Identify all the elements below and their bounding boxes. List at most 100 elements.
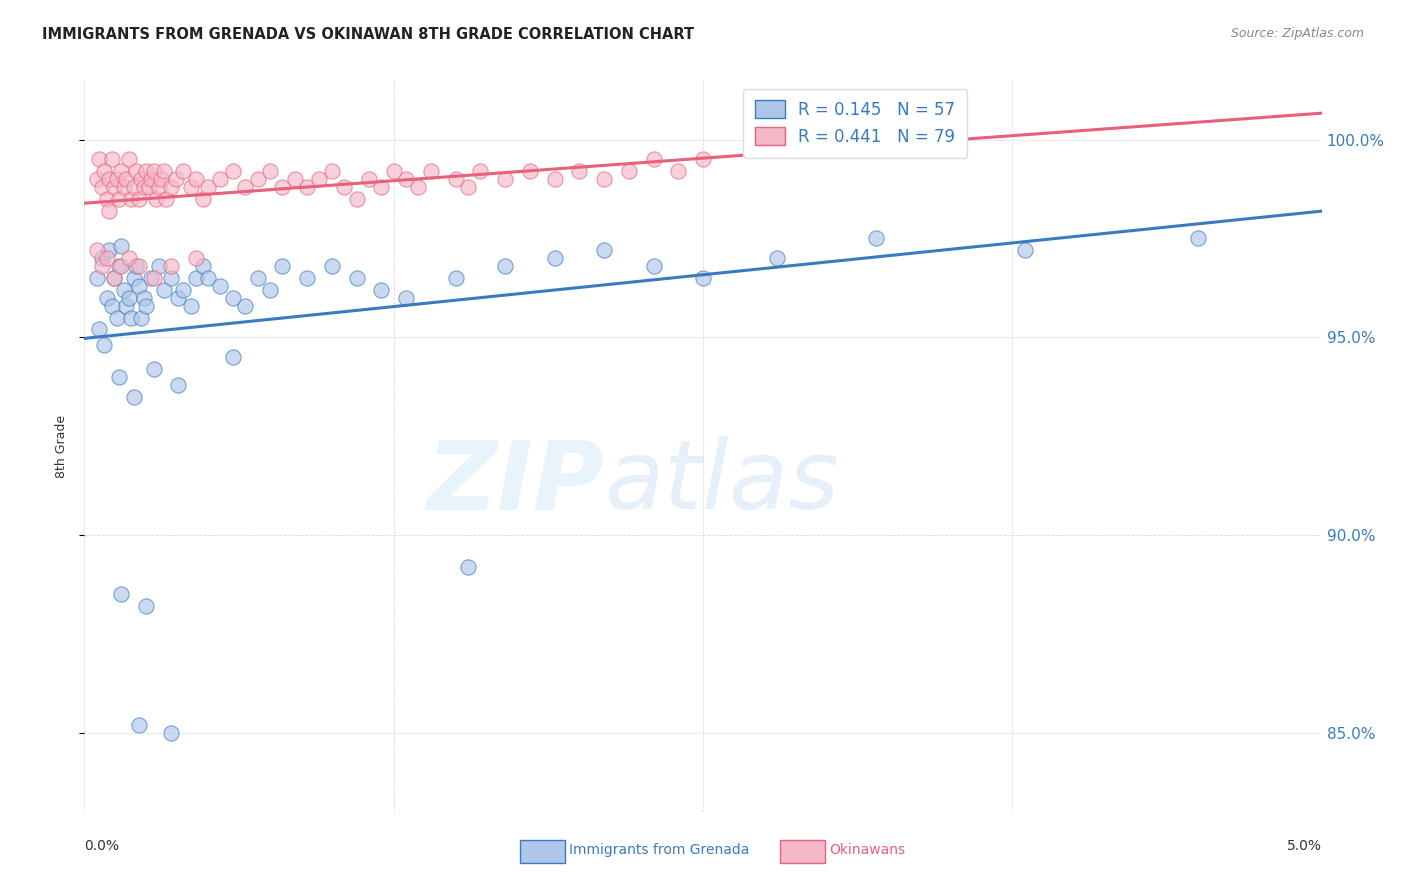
Point <box>105 310 128 325</box>
Point <box>122 271 145 285</box>
Point <box>105 172 128 186</box>
Point <box>160 259 183 273</box>
Point <box>271 259 294 273</box>
Point <box>209 278 232 293</box>
Point <box>167 377 190 392</box>
Point <box>148 180 170 194</box>
Point <box>543 172 565 186</box>
Point <box>457 180 479 194</box>
Point <box>108 259 131 273</box>
Point <box>145 192 167 206</box>
Point <box>308 172 330 186</box>
Point <box>444 271 467 285</box>
Point <box>321 259 343 273</box>
Point <box>135 299 157 313</box>
Point <box>152 283 174 297</box>
Point <box>191 192 214 206</box>
Point <box>321 164 343 178</box>
Point <box>233 180 256 194</box>
Y-axis label: 8th Grade: 8th Grade <box>55 415 67 477</box>
Point <box>184 251 207 265</box>
Point <box>96 291 118 305</box>
Point <box>120 192 142 206</box>
Point <box>132 291 155 305</box>
Point <box>222 164 245 178</box>
Point <box>494 259 516 273</box>
Point <box>90 180 112 194</box>
Point <box>346 271 368 285</box>
Point <box>246 172 269 186</box>
Point <box>543 251 565 265</box>
Text: 0.0%: 0.0% <box>84 839 120 854</box>
Point <box>89 153 111 167</box>
Point <box>155 192 177 206</box>
Point <box>150 172 173 186</box>
Point <box>142 164 165 178</box>
Point <box>295 180 318 194</box>
Point <box>103 180 125 194</box>
Point <box>129 310 152 325</box>
Point <box>90 251 112 265</box>
Point <box>692 153 714 167</box>
Point <box>108 192 131 206</box>
Text: atlas: atlas <box>605 436 839 529</box>
Point <box>395 172 418 186</box>
Point <box>122 390 145 404</box>
Point <box>148 259 170 273</box>
Point <box>141 172 163 186</box>
Text: Source: ZipAtlas.com: Source: ZipAtlas.com <box>1230 27 1364 40</box>
Point <box>382 164 405 178</box>
Point <box>110 164 132 178</box>
Point <box>333 180 356 194</box>
Point <box>246 271 269 285</box>
Point <box>142 271 165 285</box>
Point <box>103 271 125 285</box>
Point <box>370 283 392 297</box>
Point <box>110 239 132 253</box>
Point <box>165 172 187 186</box>
Point <box>103 271 125 285</box>
Point <box>86 172 108 186</box>
Point <box>132 180 155 194</box>
Point <box>128 259 150 273</box>
Point <box>100 299 122 313</box>
Point <box>457 559 479 574</box>
Point <box>141 271 163 285</box>
Point <box>357 172 380 186</box>
Point <box>643 153 665 167</box>
Point <box>122 180 145 194</box>
Point <box>346 192 368 206</box>
Point <box>1187 231 1209 245</box>
Point <box>419 164 441 178</box>
Point <box>259 283 281 297</box>
Point <box>142 362 165 376</box>
Text: Okinawans: Okinawans <box>830 843 905 857</box>
Point <box>209 172 232 186</box>
Point <box>118 153 141 167</box>
Point <box>98 172 121 186</box>
Point <box>110 259 132 273</box>
Point <box>519 164 541 178</box>
Text: ZIP: ZIP <box>426 436 605 529</box>
Point <box>939 112 962 127</box>
Point <box>96 251 118 265</box>
Point <box>112 283 135 297</box>
Point <box>568 164 591 178</box>
Text: Immigrants from Grenada: Immigrants from Grenada <box>569 843 749 857</box>
Point <box>128 192 150 206</box>
Point <box>112 180 135 194</box>
Point <box>284 172 307 186</box>
Point <box>98 203 121 218</box>
Point <box>271 180 294 194</box>
Point <box>167 291 190 305</box>
Point <box>118 251 141 265</box>
Point <box>135 164 157 178</box>
Point <box>135 599 157 614</box>
Point <box>160 180 183 194</box>
Point <box>370 180 392 194</box>
Point <box>593 244 616 258</box>
Point <box>86 244 108 258</box>
Point <box>128 278 150 293</box>
Point <box>110 587 132 601</box>
Point <box>259 164 281 178</box>
